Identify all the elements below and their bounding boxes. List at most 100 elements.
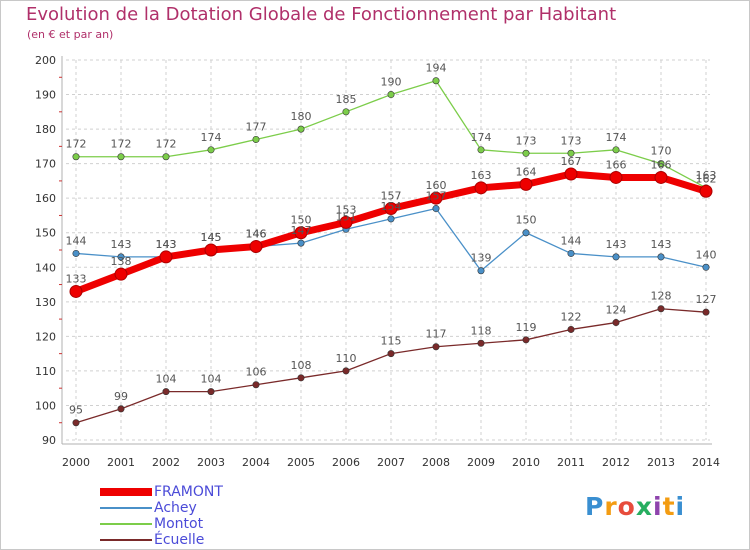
data-point <box>117 253 125 261</box>
legend-label: Montot <box>154 516 204 532</box>
data-point <box>702 308 710 316</box>
x-tick-label: 2007 <box>377 456 405 469</box>
data-point <box>387 91 395 99</box>
x-tick-label: 2010 <box>512 456 540 469</box>
data-label: 150 <box>516 214 537 227</box>
data-label: 172 <box>111 138 132 151</box>
data-label: 143 <box>651 238 672 251</box>
grid <box>66 59 710 441</box>
x-tick-label: 2000 <box>62 456 90 469</box>
data-label: 143 <box>156 238 177 251</box>
data-label: 174 <box>471 131 492 144</box>
data-label: 173 <box>516 134 537 147</box>
y-tick-label: 110 <box>35 365 56 378</box>
data-label: 157 <box>426 190 447 203</box>
x-tick-label: 2006 <box>332 456 360 469</box>
x-tick-label: 2013 <box>647 456 675 469</box>
data-point <box>252 381 260 389</box>
data-point <box>657 253 665 261</box>
data-point <box>564 167 578 181</box>
data-point <box>477 267 485 275</box>
data-label: 194 <box>426 62 447 75</box>
data-label: 177 <box>246 120 267 133</box>
data-label: 140 <box>696 248 717 261</box>
data-point <box>522 149 530 157</box>
data-point <box>294 226 308 240</box>
data-label: 147 <box>291 224 312 237</box>
data-point <box>612 146 620 154</box>
series-group <box>69 77 713 427</box>
data-point <box>387 350 395 358</box>
data-point <box>69 284 83 298</box>
chart-title: Evolution de la Dotation Globale de Fonc… <box>26 4 617 25</box>
y-tick-label: 160 <box>35 192 56 205</box>
data-point <box>297 239 305 247</box>
data-point <box>72 153 80 161</box>
data-point <box>699 184 713 198</box>
y-tick-label: 140 <box>35 261 56 274</box>
data-label: 106 <box>246 366 267 379</box>
data-label: 162 <box>696 172 717 185</box>
x-tick-label: 2001 <box>107 456 135 469</box>
data-point <box>339 215 353 229</box>
x-tick-label: 2004 <box>242 456 270 469</box>
y-tick-label: 150 <box>35 227 56 240</box>
data-point <box>567 249 575 257</box>
data-label: 108 <box>291 359 312 372</box>
data-label: 110 <box>336 352 357 365</box>
y-tick-label: 180 <box>35 123 56 136</box>
legend-swatch <box>100 488 152 496</box>
data-label: 166 <box>651 158 672 171</box>
y-tick-label: 130 <box>35 296 56 309</box>
x-tick-label: 2012 <box>602 456 630 469</box>
data-label: 172 <box>156 138 177 151</box>
data-point <box>519 177 533 191</box>
data-point <box>522 229 530 237</box>
data-point <box>477 339 485 347</box>
data-label: 124 <box>606 304 627 317</box>
x-tick-label: 2011 <box>557 456 585 469</box>
data-label: 118 <box>471 324 492 337</box>
legend-label: Achey <box>154 500 197 516</box>
data-label: 173 <box>561 134 582 147</box>
data-label: 163 <box>696 169 717 182</box>
data-point <box>522 336 530 344</box>
y-tick-label: 100 <box>35 399 56 412</box>
data-label: 160 <box>426 179 447 192</box>
data-point <box>117 405 125 413</box>
data-point <box>612 319 620 327</box>
data-label: 174 <box>606 131 627 144</box>
data-label: 174 <box>201 131 222 144</box>
y-tick-label: 190 <box>35 89 56 102</box>
legend-swatch <box>100 523 152 525</box>
data-point <box>432 205 440 213</box>
data-label: 127 <box>696 293 717 306</box>
data-label: 119 <box>516 321 537 334</box>
data-label: 146 <box>246 228 267 241</box>
axes: 90 100 110 120 130 140 150 160 170 180 190 200 2000 2… <box>35 54 720 469</box>
y-tick-label: 170 <box>35 158 56 171</box>
data-label: 151 <box>336 210 357 223</box>
data-label: 143 <box>111 238 132 251</box>
data-label: 154 <box>381 200 402 213</box>
legend-swatch <box>100 539 152 541</box>
data-point <box>429 191 443 205</box>
data-point <box>72 249 80 257</box>
data-label: 117 <box>426 328 447 341</box>
data-label: 166 <box>606 158 627 171</box>
data-point <box>207 146 215 154</box>
data-point <box>207 388 215 396</box>
data-label: 185 <box>336 93 357 106</box>
y-tick-label: 200 <box>35 54 56 67</box>
data-point <box>252 135 260 143</box>
proxiti-logo: Proxiti <box>585 492 686 521</box>
data-point <box>432 343 440 351</box>
legend-swatch <box>100 507 152 509</box>
legend-label: FRAMONT <box>154 484 223 500</box>
data-label: 146 <box>246 228 267 241</box>
data-point <box>609 170 623 184</box>
data-label: 115 <box>381 335 402 348</box>
data-label: 133 <box>66 272 87 285</box>
data-point <box>342 108 350 116</box>
